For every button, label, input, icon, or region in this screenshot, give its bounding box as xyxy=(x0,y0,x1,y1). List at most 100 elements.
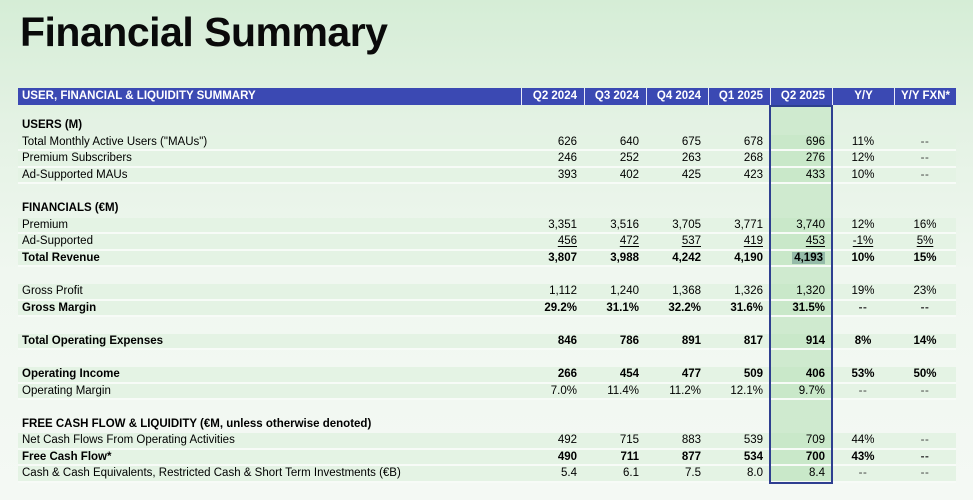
cell-value: -- xyxy=(920,384,930,397)
cell-q1-2025: 509 xyxy=(708,367,770,382)
cell-yy: 12% xyxy=(832,218,894,233)
section-row: FINANCIALS (€M) xyxy=(18,200,956,218)
table-row: Free Cash Flow* 490 711 877 534 700 43% -- xyxy=(18,449,956,467)
cell-q2-2025: 433 xyxy=(770,167,832,183)
cell-value: 891 xyxy=(681,334,701,347)
cell-q1-2025: 419 xyxy=(708,234,770,249)
cell-yy-fxn: -- xyxy=(894,135,956,150)
cell-value: 1,368 xyxy=(672,284,701,297)
cell-yy-fxn xyxy=(894,267,956,282)
row-label: Premium xyxy=(22,218,69,231)
cell-value: 263 xyxy=(681,152,701,165)
cell-value: 914 xyxy=(805,334,825,347)
cell-value: 715 xyxy=(619,434,639,447)
cell-value: -- xyxy=(858,467,868,480)
table-row: Total Operating Expenses 846 786 891 817 914 8… xyxy=(18,333,956,351)
cell-q2-2024 xyxy=(521,201,584,216)
cell-yy: -1% xyxy=(832,234,894,249)
cell-q1-2025 xyxy=(708,184,770,199)
cell-value: 44% xyxy=(851,434,875,447)
cell-value: 8.0 xyxy=(747,467,763,480)
row-label: Gross Margin xyxy=(22,301,97,314)
cell-yy-fxn xyxy=(894,201,956,216)
cell-value: 402 xyxy=(619,168,639,181)
cell-value: 539 xyxy=(743,434,763,447)
cell-q2-2025 xyxy=(770,118,832,133)
cell-q1-2025: 817 xyxy=(708,334,770,349)
cell-q2-2024: 1,112 xyxy=(521,284,584,299)
cell-value: 454 xyxy=(619,367,639,380)
cell-value: -- xyxy=(920,450,930,463)
blank-row xyxy=(18,400,956,417)
cell-q1-2025: 31.6% xyxy=(708,301,770,316)
cell-value: 15% xyxy=(913,251,937,264)
cell-value: 4,190 xyxy=(734,251,763,264)
cell-q3-2024: 472 xyxy=(584,234,646,249)
cell-q2-2024: 246 xyxy=(521,151,584,166)
cell-q4-2024: 425 xyxy=(646,168,708,183)
cell-value: 11.4% xyxy=(607,384,639,397)
cell-value: 3,516 xyxy=(610,218,639,231)
cell-value: -- xyxy=(920,168,930,181)
cell-value: 8% xyxy=(854,334,872,347)
column-header-q4-2024: Q4 2024 xyxy=(646,88,708,105)
cell-q3-2024: 3,516 xyxy=(584,218,646,233)
cell-value: 846 xyxy=(557,334,577,347)
cell-value: 32.2% xyxy=(668,301,701,314)
cell-q2-2025: 696 xyxy=(770,134,832,150)
cell-value: 4,242 xyxy=(672,251,701,264)
cell-q4-2024: 537 xyxy=(646,234,708,249)
cell-q3-2024: 11.4% xyxy=(584,384,646,399)
cell-value: 268 xyxy=(743,152,763,165)
cell-q1-2025: 1,326 xyxy=(708,284,770,299)
summary-table: USER, FINANCIAL & LIQUIDITY SUMMARY Q2 2… xyxy=(18,88,956,484)
cell-q4-2024: 4,242 xyxy=(646,251,708,266)
row-label: Ad-Supported xyxy=(22,235,93,248)
table-row: Operating Income 266 454 477 509 406 53% 50% xyxy=(18,366,956,384)
cell-value: -- xyxy=(858,384,868,397)
cell-value: 31.6% xyxy=(730,301,763,314)
cell-value: 700 xyxy=(805,450,825,463)
cell-q4-2024: 263 xyxy=(646,151,708,166)
table-row: Cash & Cash Equivalents, Restricted Cash… xyxy=(18,466,956,484)
cell-value: -- xyxy=(920,152,930,165)
row-label xyxy=(18,267,521,282)
cell-yy: 12% xyxy=(832,151,894,166)
cell-q2-2025: 3,740 xyxy=(770,217,832,233)
cell-value: 11.2% xyxy=(669,384,701,397)
cell-yy xyxy=(832,118,894,133)
cell-q1-2025 xyxy=(708,417,770,432)
cell-value: -- xyxy=(920,135,930,148)
cell-yy-fxn: -- xyxy=(894,168,956,183)
table-row: Operating Margin 7.0% 11.4% 11.2% 12.1% 9.7% -… xyxy=(18,383,956,401)
cell-value: 50% xyxy=(913,367,937,380)
table-header-label: USER, FINANCIAL & LIQUIDITY SUMMARY xyxy=(22,90,256,102)
cell-q2-2024: 3,807 xyxy=(521,251,584,266)
cell-q2-2025 xyxy=(770,317,832,332)
table-row: Gross Margin 29.2% 31.1% 32.2% 31.6% 31.5% -- -… xyxy=(18,300,956,318)
cell-value: 11% xyxy=(851,135,875,148)
cell-value: 406 xyxy=(805,367,825,380)
cell-q2-2025 xyxy=(770,400,832,415)
cell-yy-fxn: 23% xyxy=(894,284,956,299)
cell-value: -- xyxy=(920,467,930,480)
cell-yy-fxn xyxy=(894,350,956,365)
cell-value: 640 xyxy=(619,135,639,148)
cell-q3-2024: 454 xyxy=(584,367,646,382)
cell-yy-fxn: 14% xyxy=(894,334,956,349)
cell-q3-2024: 252 xyxy=(584,151,646,166)
cell-q2-2025 xyxy=(770,350,832,365)
cell-q1-2025: 12.1% xyxy=(708,384,770,399)
cell-yy: 8% xyxy=(832,334,894,349)
cell-q4-2024 xyxy=(646,350,708,365)
table-header-row: USER, FINANCIAL & LIQUIDITY SUMMARY Q2 2… xyxy=(18,88,956,105)
cell-q3-2024: 640 xyxy=(584,135,646,150)
cell-value: 14% xyxy=(913,334,937,347)
cell-value: 696 xyxy=(805,135,825,148)
cell-q3-2024 xyxy=(584,400,646,415)
cell-q1-2025: 3,771 xyxy=(708,218,770,233)
cell-q1-2025 xyxy=(708,201,770,216)
cell-yy: -- xyxy=(832,384,894,399)
row-label: Total Revenue xyxy=(22,251,100,264)
column-header-q2-2024: Q2 2024 xyxy=(521,88,584,105)
